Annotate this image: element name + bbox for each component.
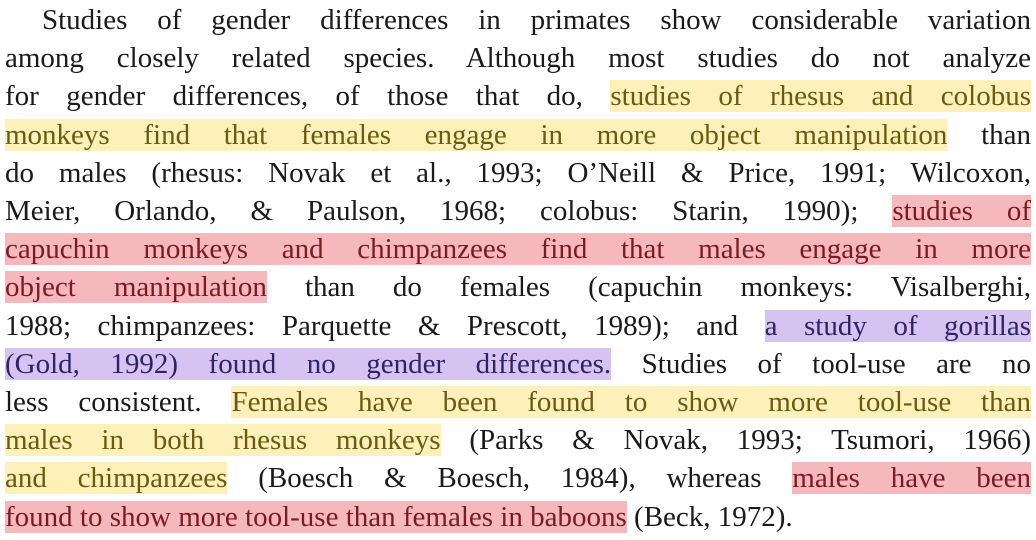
text-run: for gender differences, of those that do… — [5, 80, 611, 113]
text-run: Meier, Orlando, & Paulson, 1968; colobus… — [5, 195, 893, 227]
text-line: Studies of gender differences in primate… — [42, 2, 1031, 40]
highlight-yellow: studies of rhesus and colobus — [610, 80, 1031, 113]
text-run: (Boesch & Boesch, 1984), whereas — [227, 462, 793, 495]
highlight-yellow: Females have been found to show more too… — [231, 386, 1031, 418]
text-run: among closely related species. Although … — [5, 42, 1031, 75]
text-run: than — [947, 118, 1031, 151]
text-line: 1988; chimpanzees: Parquette & Prescott,… — [5, 308, 1031, 346]
text-line: object manipulation than do females (cap… — [5, 269, 1031, 307]
text-line: and chimpanzees (Boesch & Boesch, 1984),… — [5, 460, 1031, 498]
highlight-red: capuchin monkeys and chimpanzees find th… — [5, 233, 1031, 266]
highlight-yellow: and chimpanzees — [5, 462, 228, 495]
text-run: Studies of tool-use are no — [611, 347, 1032, 380]
highlight-red: found to show more tool-use than females… — [5, 500, 627, 533]
highlight-red: males have been — [792, 462, 1031, 495]
text-line: (Gold, 1992) found no gender differences… — [5, 346, 1031, 384]
text-line: capuchin monkeys and chimpanzees find th… — [5, 231, 1031, 269]
text-run: (Beck, 1972). — [626, 500, 793, 533]
highlight-red: studies of — [892, 195, 1031, 227]
highlight-yellow: monkeys find that females engage in more… — [5, 118, 948, 151]
highlight-purple: a study of gorillas — [764, 309, 1031, 342]
highlight-purple: (Gold, 1992) found no gender differences… — [5, 347, 612, 380]
text-run: Studies of gender differences in primate… — [42, 4, 1031, 36]
text-line: among closely related species. Although … — [5, 40, 1031, 78]
text-line: less consistent. Females have been found… — [5, 384, 1031, 422]
text-run: (Parks & Novak, 1993; Tsumori, 1966) — [440, 424, 1031, 457]
text-line: for gender differences, of those that do… — [5, 78, 1031, 116]
text-run: 1988; chimpanzees: Parquette & Prescott,… — [5, 309, 765, 342]
text-line: found to show more tool-use than females… — [5, 499, 1031, 537]
text-line: Meier, Orlando, & Paulson, 1968; colobus… — [5, 193, 1031, 231]
text-run: less consistent. — [5, 386, 232, 418]
highlight-yellow: males in both rhesus monkeys — [5, 424, 441, 457]
highlight-red: object manipulation — [5, 271, 267, 304]
text-run: do males (rhesus: Novak et al., 1993; O’… — [5, 156, 1031, 189]
text-line: monkeys find that females engage in more… — [5, 117, 1031, 155]
text-run: than do females (capuchin monkeys: Visal… — [266, 271, 1032, 304]
text-line: males in both rhesus monkeys (Parks & No… — [5, 422, 1031, 460]
text-line: do males (rhesus: Novak et al., 1993; O’… — [5, 155, 1031, 193]
